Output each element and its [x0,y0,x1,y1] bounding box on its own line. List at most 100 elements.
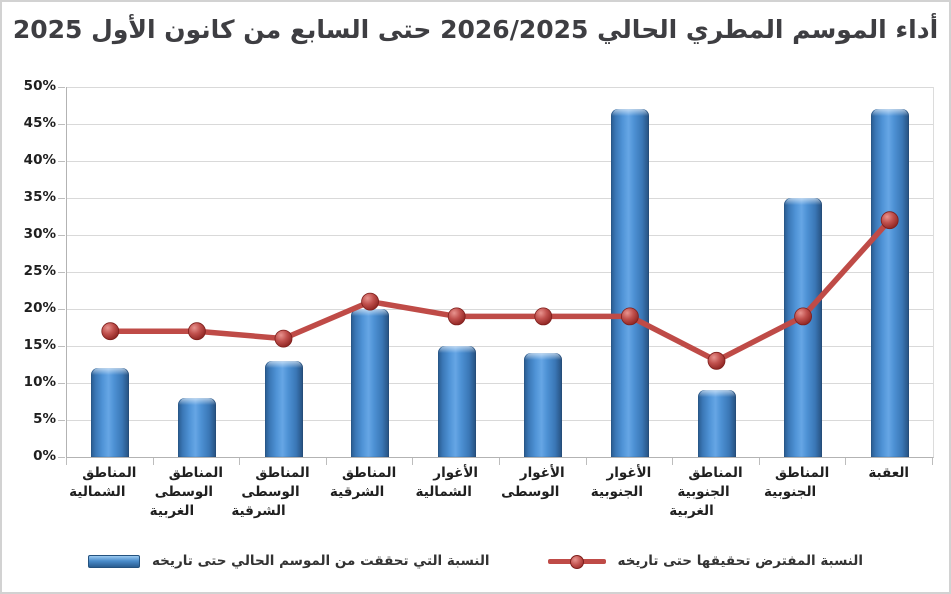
x-category-label-line: الأغوار [433,465,479,481]
bar-series-swatch-icon [87,554,140,568]
y-tick-label-35: 35% [23,189,56,205]
y-tick-label-45: 45% [23,115,56,131]
x-axis-tick [672,458,674,465]
line-marker-3 [361,292,380,311]
y-axis-tick [58,235,65,236]
gridline-25 [67,271,933,273]
y-tick-label-15: 15% [23,337,56,353]
x-category-label-8: المناطق الجنوبية [754,464,850,502]
y-axis-tick [58,457,65,458]
bar-6 [610,109,649,457]
x-category-label-line: الغربية [149,503,195,519]
y-tick-label-10: 10% [23,374,56,390]
y-tick-label-0: 0% [33,448,56,464]
y-tick-label-5: 5% [33,411,56,427]
x-category-label-line: المناطق [82,465,137,481]
y-axis-tick [58,420,65,421]
line-marker-5 [534,307,553,326]
target-line-markers [101,211,899,370]
x-category-label-line: المناطق [688,465,743,481]
x-axis-tick [152,458,154,465]
x-category-label-0: المناطق الشمالية [61,464,157,502]
bar-0 [91,368,130,457]
x-axis-tick [845,458,847,465]
gridline-10 [67,382,933,384]
legend-item-achieved: النسبة التي تحققت من الموسم الحالي حتى ت… [87,553,490,569]
x-category-label-line: المناطق [168,465,223,481]
y-tick-label-30: 30% [23,226,56,242]
y-axis-tick [58,161,65,162]
y-axis-tick [58,272,65,273]
x-category-label-line: الأغوار [606,465,652,481]
line-marker-0 [101,322,120,341]
x-category-label-line: الشرقية [329,484,385,500]
x-axis-tick [499,458,500,465]
x-category-label-9: العقبة [841,464,937,483]
y-tick-label-20: 20% [23,300,56,316]
x-category-label-1: المناطق الوسطى الغربية [148,464,244,521]
gridline-40 [67,160,933,162]
line-marker-8 [794,307,812,326]
line-marker-2 [274,329,293,348]
x-axis-tick [412,458,414,465]
x-category-label-7: المناطق الجنوبية الغربية [668,464,764,521]
x-category-label-line: الوسطى [154,484,214,500]
y-axis-tick [58,198,65,199]
line-marker-1 [187,322,206,341]
x-category-label-line: الجنوبية [764,484,817,500]
gridline-45 [67,123,933,125]
bar-9 [870,109,909,457]
y-axis-tick [58,124,65,125]
bar-1 [177,397,216,457]
x-category-label-line: الشمالية [415,484,472,500]
x-category-label-5: الأغوار الوسطى [494,464,590,502]
bar-7 [697,390,736,457]
gridline-5 [67,419,933,421]
x-category-label-line: الوسطى [501,484,560,500]
x-category-label-line: الشرقية [231,503,286,519]
x-axis-tick [239,458,241,465]
y-tick-label-25: 25% [23,263,56,279]
gridline-50 [67,86,933,88]
y-axis-tick [58,309,65,310]
x-category-label-line: الجنوبية [677,484,730,500]
x-category-label-line: الوسطى [241,484,300,500]
gridline-15 [67,345,933,347]
x-category-label-3: المناطق الشرقية [321,464,417,502]
x-axis-tick [66,458,67,465]
x-category-label-line: العقبة [868,465,910,481]
target-line [107,217,893,364]
chart-title: أداء الموسم المطري الحالي 2026/2025 حتى … [12,15,939,44]
y-tick-label-40: 40% [23,152,56,168]
y-axis-tick [58,87,65,88]
x-axis-tick [325,458,327,465]
x-axis-tick [585,458,587,465]
legend-label-achieved: النسبة التي تحققت من الموسم الحالي حتى ت… [151,553,490,569]
line-marker-7 [707,351,726,370]
legend-label-target: النسبة المفترض تحقيقها حتى تاريخه [617,553,864,569]
x-axis-tick [758,458,760,465]
y-axis-tick [58,383,65,384]
x-category-label-2: المناطق الوسطى الشرقية [231,464,331,521]
x-category-label-line: الشمالية [69,484,126,500]
bar-5 [524,353,563,457]
x-axis-tick [932,458,933,465]
x-category-label-line: الجنوبية [590,484,643,500]
target-line-series [101,211,899,370]
plot-area [66,86,934,458]
legend: النسبة التي تحققت من الموسم الحالي حتى ت… [2,553,949,569]
x-category-label-4: الأغوار الشمالية [408,464,504,502]
x-category-label-line: الأغوار [519,465,565,481]
line-marker-4 [447,307,466,326]
gridline-20 [67,308,933,310]
gridline-35 [67,197,933,199]
bar-4 [437,346,476,457]
line-swatch-sphere-icon [569,554,584,569]
bar-2 [264,360,303,457]
x-category-label-line: الغربية [669,503,714,519]
y-axis-tick [58,346,65,347]
x-category-label-line: المناطق [255,465,310,481]
gridline-30 [67,234,933,236]
bar-8 [784,198,823,457]
